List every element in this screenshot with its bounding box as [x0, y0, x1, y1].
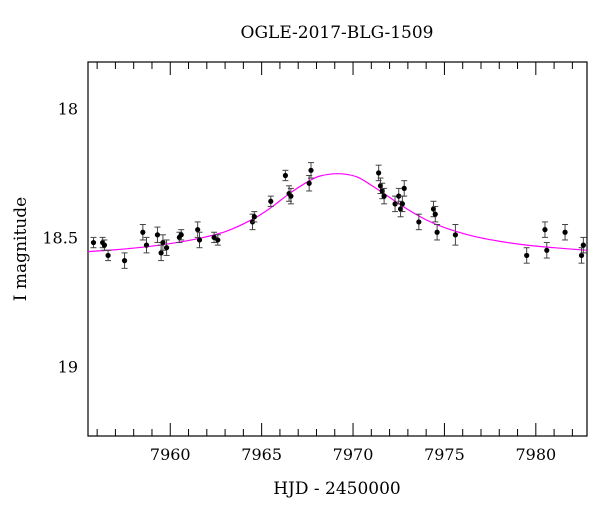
data-point	[154, 232, 161, 238]
data-point	[524, 252, 530, 259]
x-tick-label: 7965	[241, 445, 282, 464]
chart-title: OGLE-2017-BLG-1509	[241, 23, 434, 43]
data-point	[163, 245, 170, 251]
data-point	[430, 206, 437, 212]
data-point	[452, 232, 458, 238]
plot-area	[87, 61, 588, 437]
model-curve	[87, 173, 588, 253]
data-point	[105, 252, 111, 259]
data-point	[195, 227, 201, 233]
model-curve-layer	[87, 173, 588, 253]
data-point	[401, 185, 407, 191]
data-point	[562, 229, 568, 235]
y-tick-label: 18.5	[42, 228, 78, 247]
data-point	[578, 252, 585, 259]
data-point	[251, 214, 257, 220]
data-points-layer	[90, 162, 587, 269]
data-point	[306, 180, 312, 186]
x-tick-label: 7970	[333, 445, 374, 464]
plot-frame	[87, 61, 588, 437]
data-point	[416, 219, 422, 225]
y-axis-label: I magnitude	[11, 197, 31, 301]
data-point	[158, 250, 164, 256]
data-point	[376, 170, 382, 176]
data-point	[392, 201, 398, 207]
data-point	[397, 206, 404, 212]
data-point	[140, 229, 146, 235]
data-point	[379, 188, 385, 194]
y-tick-label: 18	[58, 99, 78, 118]
data-point	[542, 227, 548, 233]
data-point	[434, 229, 440, 235]
data-point	[268, 198, 274, 204]
y-tick-label: 19	[58, 357, 78, 376]
data-point	[381, 193, 387, 199]
axis-ticks: 7960 7965 7970 7975 7980 18 18.5 19	[42, 62, 573, 464]
x-axis-label: HJD - 2450000	[273, 479, 401, 499]
data-point	[160, 239, 166, 246]
data-point	[143, 242, 150, 248]
data-point	[544, 247, 550, 253]
x-tick-label: 7975	[424, 445, 465, 464]
data-point	[196, 237, 203, 243]
data-point	[396, 193, 402, 199]
data-point	[90, 239, 97, 246]
data-point	[282, 172, 289, 179]
data-point	[211, 234, 217, 240]
data-point	[377, 183, 384, 189]
data-point	[308, 167, 314, 173]
data-point	[399, 201, 405, 207]
data-point	[580, 242, 586, 248]
x-tick-label: 7980	[515, 445, 556, 464]
data-point	[178, 232, 184, 238]
data-point	[121, 258, 128, 264]
data-point	[288, 193, 294, 199]
data-point	[432, 211, 438, 217]
data-point	[101, 242, 108, 248]
x-tick-label: 7960	[150, 445, 191, 464]
data-point	[215, 237, 221, 243]
